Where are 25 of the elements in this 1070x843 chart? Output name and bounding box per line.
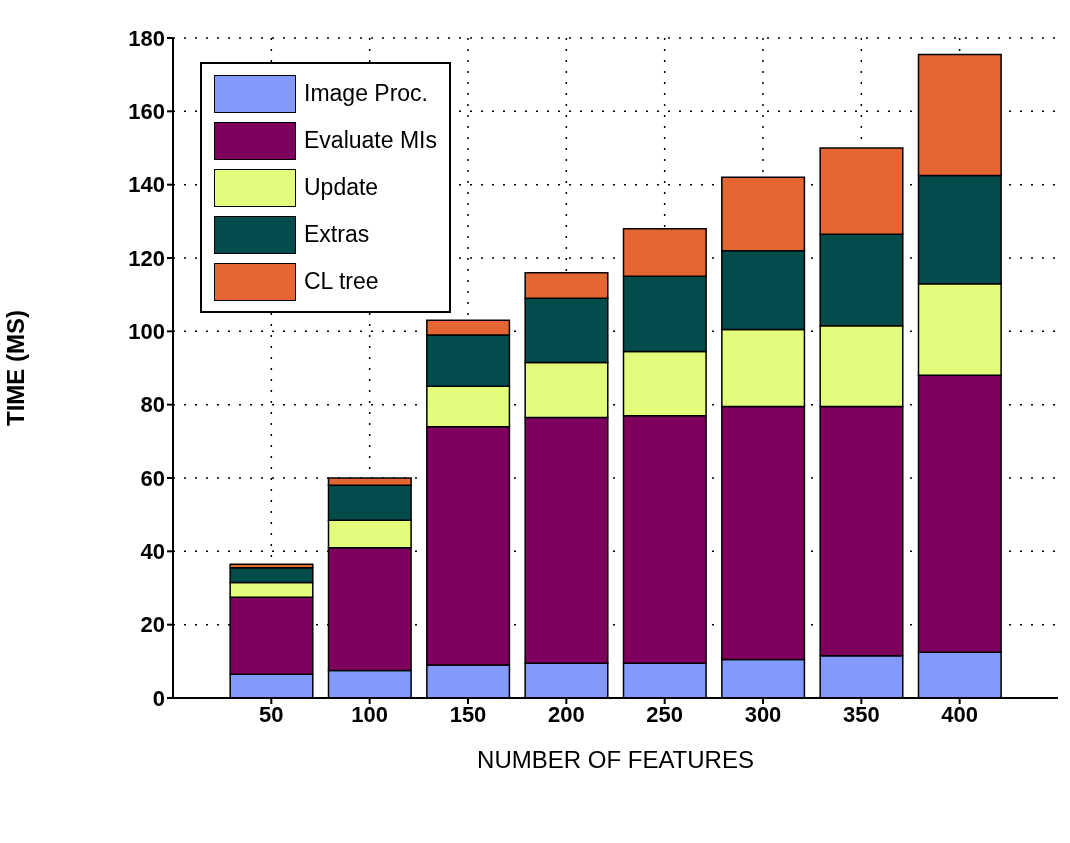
y-tick-label: 60: [140, 465, 165, 491]
x-tick-label: 150: [449, 701, 487, 727]
x-tick-label: 350: [842, 701, 880, 727]
y-tick-label: 180: [128, 25, 165, 51]
x-tick-label: 200: [547, 701, 585, 727]
y-tick-label: 0: [152, 685, 165, 711]
y-tick-label: 160: [128, 99, 165, 125]
x-tick-label: 300: [744, 701, 782, 727]
x-tick-label: 250: [646, 701, 684, 727]
y-tick-label: 100: [128, 319, 165, 345]
y-tick-label: 20: [140, 612, 165, 638]
y-tick-label: 80: [140, 392, 165, 418]
y-axis-title: TIME (MS): [1, 310, 29, 426]
y-tick-label: 140: [128, 172, 165, 198]
legend-label: CL tree: [304, 268, 379, 295]
legend-label: Image Proc.: [304, 80, 428, 107]
legend-label: Extras: [304, 221, 370, 248]
x-tick-label: 100: [351, 701, 389, 727]
legend-label: Evaluate MIs: [304, 127, 437, 154]
x-tick-label: 400: [941, 701, 979, 727]
y-tick-label: 40: [140, 539, 165, 565]
x-tick-label: 50: [259, 701, 284, 727]
x-axis-title: NUMBER OF FEATURES: [477, 746, 754, 773]
y-tick-label: 120: [128, 245, 165, 271]
legend-label: Update: [304, 174, 379, 201]
